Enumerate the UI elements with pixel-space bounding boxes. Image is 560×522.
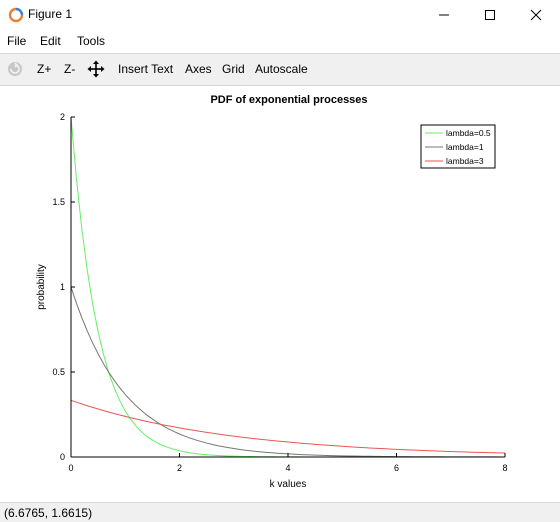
legend-label: lambda=3 <box>446 156 484 166</box>
window-title: Figure 1 <box>28 7 73 21</box>
menu-edit[interactable]: Edit <box>40 34 61 48</box>
grid-button[interactable]: Grid <box>222 62 245 76</box>
close-icon <box>530 9 542 21</box>
legend-label: lambda=0.5 <box>446 128 491 138</box>
x-tick-label: 0 <box>68 463 73 473</box>
x-tick-label: 6 <box>394 463 399 473</box>
series-line-3 <box>70 399 506 454</box>
zoom-in-button[interactable]: Z+ <box>37 62 52 76</box>
y-tick-label: 0.5 <box>52 367 65 377</box>
cursor-coordinates: (6.6765, 1.6615) <box>4 506 93 520</box>
chart-title: PDF of exponential processes <box>210 94 367 106</box>
y-tick-label: 2 <box>60 112 65 122</box>
x-tick-label: 8 <box>502 463 507 473</box>
y-tick-label: 1 <box>60 282 65 292</box>
x-tick-label: 2 <box>177 463 182 473</box>
y-tick-label: 0 <box>60 452 65 462</box>
rotate-icon[interactable] <box>6 60 24 78</box>
legend: lambda=0.5 lambda=1 lambda=3 <box>420 124 496 169</box>
menu-tools[interactable]: Tools <box>77 34 106 48</box>
figure-canvas[interactable]: PDF of exponential processes 0 2 4 6 8 0 0.5 1… <box>0 86 560 501</box>
app-icon <box>8 7 24 23</box>
title-bar: Figure 1 <box>0 0 560 30</box>
minimize-button[interactable] <box>421 0 467 30</box>
status-bar: (6.6765, 1.6615) <box>0 502 560 522</box>
close-button[interactable] <box>513 0 559 30</box>
menu-bar: File Edit Tools <box>0 30 560 52</box>
y-tick-label: 1.5 <box>52 197 65 207</box>
minimize-icon <box>439 14 449 16</box>
autoscale-button[interactable]: Autoscale <box>255 62 308 76</box>
maximize-button[interactable] <box>467 0 513 30</box>
pan-icon[interactable] <box>87 60 105 78</box>
insert-text-button[interactable]: Insert Text <box>118 62 174 76</box>
series-line-2 <box>70 286 505 458</box>
toolbar: Z+ Z- Insert Text Axes Grid Autoscale <box>0 53 560 86</box>
legend-label: lambda=1 <box>446 142 484 152</box>
maximize-icon <box>485 10 495 20</box>
x-tick-label: 4 <box>285 463 290 473</box>
x-axis-label: k values <box>270 479 307 490</box>
zoom-out-button[interactable]: Z- <box>64 62 76 76</box>
axes-button[interactable]: Axes <box>185 62 212 76</box>
exponential-pdf-chart: PDF of exponential processes 0 2 4 6 8 0 0.5 1… <box>36 94 508 490</box>
y-axis-label: probability <box>36 264 47 310</box>
menu-file[interactable]: File <box>7 34 27 48</box>
